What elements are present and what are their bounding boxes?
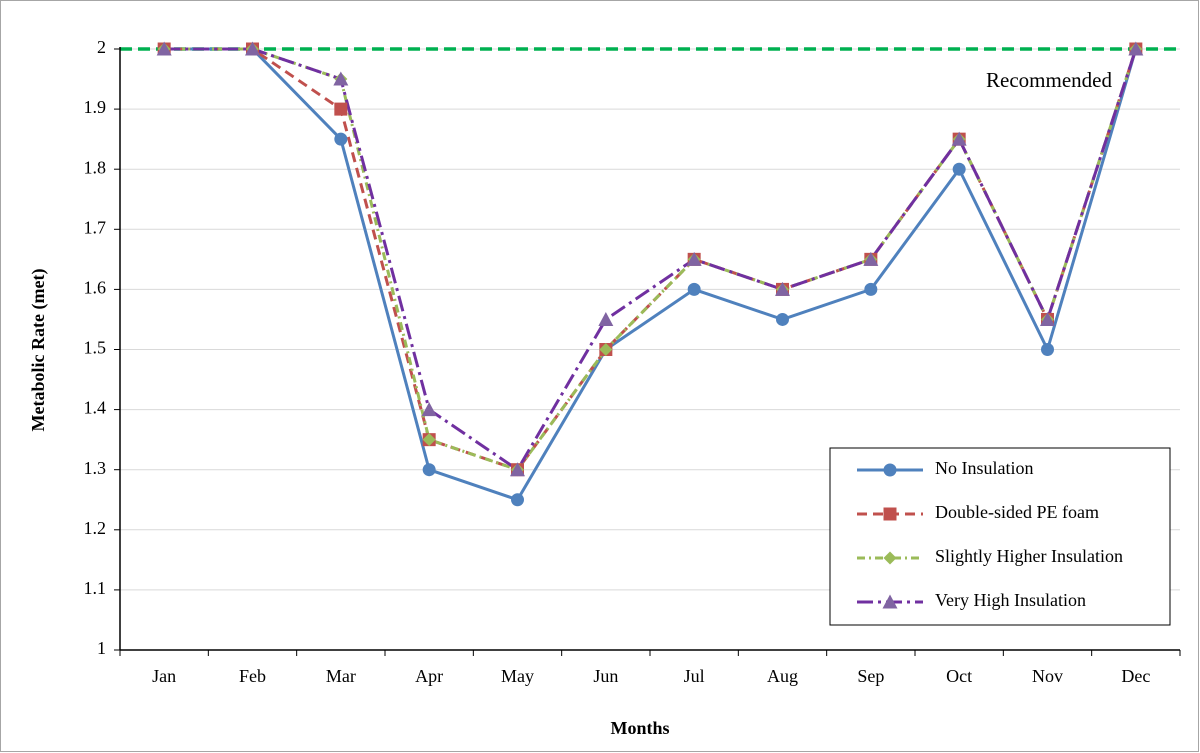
series-line [164,47,1138,472]
data-point [510,462,525,477]
data-point [334,132,348,146]
legend-label: Very High Insulation [935,590,1086,610]
y-tick-label: 1.9 [84,97,107,117]
data-point [775,281,790,296]
y-tick-label: 1.3 [84,458,107,478]
data-point [863,251,879,266]
data-point [334,102,348,116]
data-point [1128,41,1144,56]
x-tick-label: Mar [326,666,356,686]
data-point [776,312,789,326]
x-tick-label: Feb [239,666,266,686]
x-tick-label: Nov [1032,666,1063,686]
data-point [686,251,702,266]
x-tick-label: Jan [152,666,176,686]
legend-label: Double-sided PE foam [935,502,1099,522]
y-tick-label: 1.6 [84,278,107,298]
y-tick-label: 1.8 [84,157,107,177]
data-point [951,131,967,146]
y-tick-label: 1.4 [84,398,107,418]
legend-marker [883,507,897,521]
legend-marker [883,463,897,477]
data-point [422,433,436,447]
y-tick-label: 2 [97,37,106,57]
x-tick-label: Aug [767,666,798,686]
legend-marker [882,594,898,609]
x-axis-label: Months [610,718,669,738]
y-axis-label: Metabolic Rate (met) [28,269,49,432]
data-point [333,71,349,86]
data-point [156,41,172,56]
data-point [245,41,260,56]
data-point [422,463,436,477]
reference-label: Recommended [986,68,1112,92]
x-tick-label: May [501,666,534,686]
data-point [687,282,701,296]
x-tick-label: Apr [415,666,443,686]
y-tick-label: 1.2 [84,518,107,538]
data-point [1041,343,1054,356]
legend-box [829,447,1171,626]
y-tick-label: 1 [97,638,106,658]
data-point [598,311,614,326]
data-point [421,402,437,417]
x-tick-label: Dec [1121,666,1150,686]
x-tick-label: Jul [684,666,705,686]
legend: No Insulation Double-sided PE foam Slightl… [829,447,1171,626]
legend-label: Slightly Higher Insulation [935,546,1123,566]
data-point [599,343,613,356]
series-line [164,47,1138,472]
y-tick-label: 1.5 [84,338,107,358]
data-point [952,162,966,176]
data-point [1040,311,1055,326]
legend-label: No Insulation [935,458,1034,478]
y-tick-label: 1.1 [84,578,107,598]
x-tick-label: Oct [946,666,972,686]
x-tick-label: Jun [593,666,618,686]
data-point [511,493,524,507]
x-tick-label: Sep [857,666,884,686]
legend-marker [883,551,897,565]
data-point [864,282,878,296]
series-line [164,47,1138,502]
y-tick-label: 1.7 [84,217,107,237]
